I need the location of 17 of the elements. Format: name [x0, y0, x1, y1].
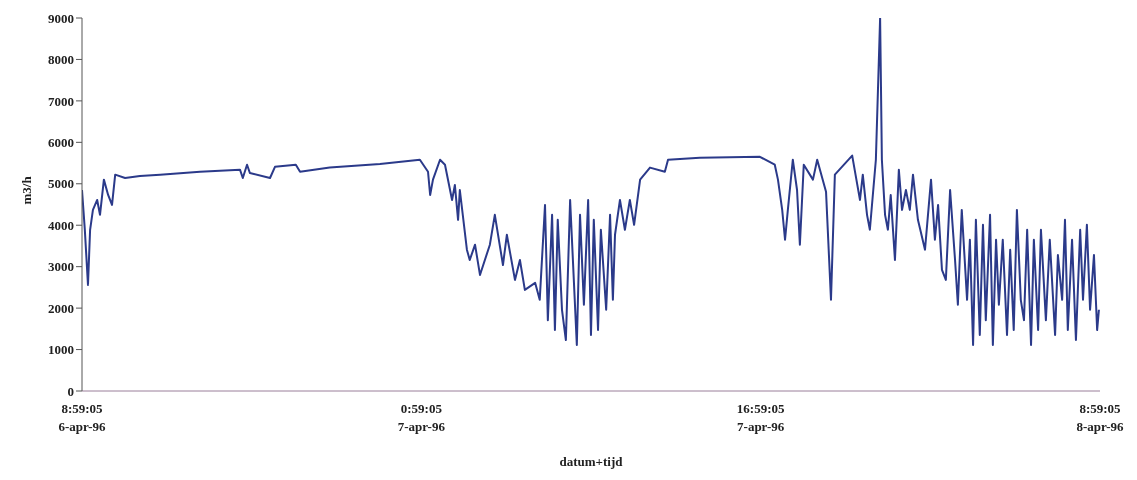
y-tick-label: 8000	[48, 52, 74, 68]
y-tick-label: 4000	[48, 217, 74, 233]
x-tick-label: 16:59:05 7-apr-96	[736, 401, 785, 434]
y-tick-label: 0	[67, 383, 74, 399]
x-tick-label: 0:59:05 7-apr-96	[397, 401, 446, 434]
y-tick-label: 3000	[48, 259, 74, 275]
y-tick-label: 1000	[48, 342, 74, 358]
x-tick-label: 8:59:05 6-apr-96	[58, 401, 107, 434]
x-axis-title: datum+tijd	[559, 454, 624, 469]
y-tick-label: 9000	[48, 10, 74, 26]
x-tick-label: 8:59:05 8-apr-96	[1076, 401, 1125, 434]
y-tick-label: 5000	[48, 176, 74, 192]
y-axis-title: m3/h	[18, 175, 34, 205]
y-tick-label: 6000	[48, 134, 74, 150]
y-tick-label: 7000	[48, 93, 74, 109]
y-tick-label: 2000	[48, 300, 74, 316]
line-series	[82, 18, 1100, 346]
